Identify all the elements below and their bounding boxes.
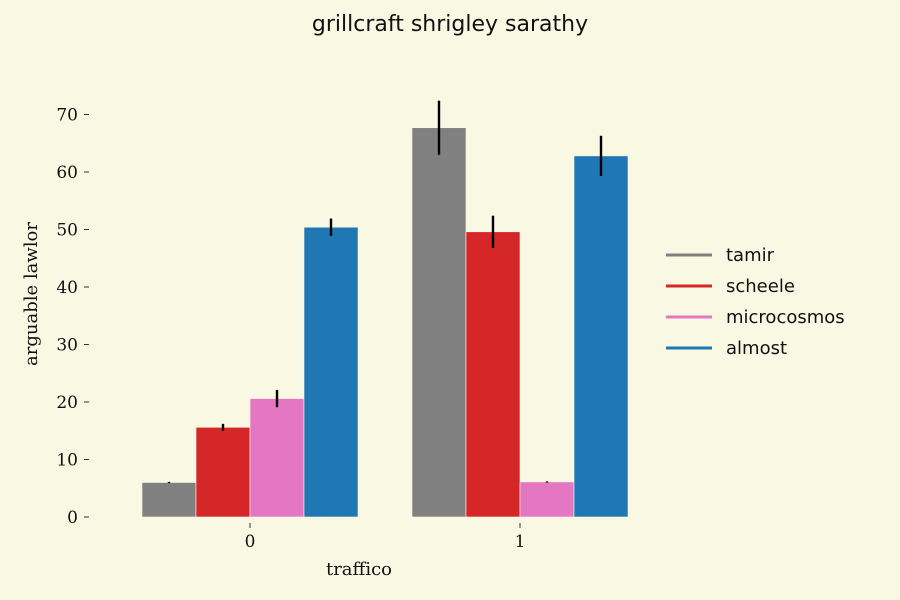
bar-almost-1	[573, 155, 629, 518]
x-tick-label: 0	[245, 532, 256, 552]
y-tick-label: 20	[56, 393, 78, 413]
bar-microcosmos-0	[249, 398, 305, 518]
y-axis-label: arguable lawlor	[21, 222, 42, 366]
y-tick-label: 50	[56, 221, 78, 241]
y-tick-label: 30	[56, 336, 78, 356]
legend-label-microcosmos: microcosmos	[726, 307, 845, 328]
legend-label-tamir: tamir	[726, 245, 775, 266]
legend: tamir scheele microcosmos almost	[666, 245, 845, 359]
y-tick-label: 60	[56, 163, 78, 183]
y-tick-label: 40	[56, 278, 78, 298]
bar-scheele-0	[195, 426, 251, 518]
error-bars-group	[167, 100, 603, 484]
bar-scheele-1	[465, 231, 521, 518]
legend-label-scheele: scheele	[726, 276, 795, 297]
bar-microcosmos-1	[519, 481, 575, 518]
legend-label-almost: almost	[726, 338, 787, 359]
y-tick-label: 10	[56, 451, 78, 471]
y-tick-label: 70	[56, 106, 78, 126]
y-axis: 0 10 20 30 40 50 60 70	[56, 106, 89, 528]
y-tick-label: 0	[67, 508, 78, 528]
bar-tamir-0	[141, 482, 197, 518]
bar-tamir-1	[411, 127, 467, 518]
x-axis-label: traffico	[326, 559, 392, 580]
bars-group	[141, 127, 629, 518]
chart-title: grillcraft shrigley sarathy	[312, 12, 588, 37]
bar-almost-0	[303, 226, 359, 518]
x-tick-label: 1	[515, 532, 526, 552]
